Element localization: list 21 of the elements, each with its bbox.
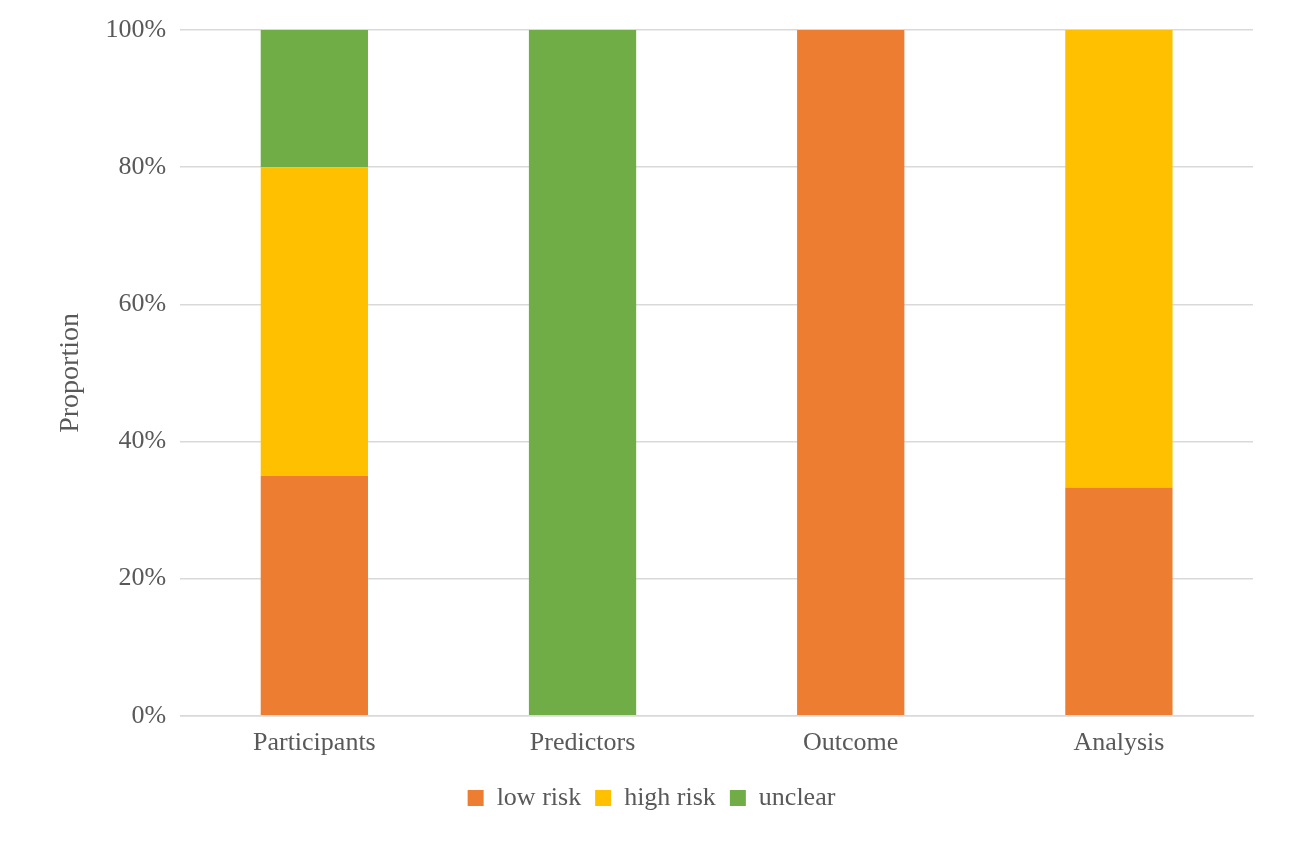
legend-label: low risk bbox=[496, 781, 582, 811]
y-tick-label: 60% bbox=[118, 288, 167, 318]
legend-label: high risk bbox=[624, 781, 716, 811]
legend-label: unclear bbox=[758, 781, 836, 811]
bar bbox=[260, 167, 368, 476]
x-tick-label: Analysis bbox=[1073, 727, 1165, 757]
bar bbox=[1065, 487, 1173, 716]
x-tick-label: Participants bbox=[252, 727, 376, 757]
y-tick-label: 80% bbox=[118, 150, 167, 180]
y-tick-label: 40% bbox=[118, 425, 167, 455]
y-tick-label: 0% bbox=[131, 699, 167, 729]
y-axis-title: Proportion bbox=[53, 313, 85, 433]
x-tick-label: Outcome bbox=[803, 727, 899, 757]
bar bbox=[260, 475, 368, 716]
bar bbox=[260, 30, 368, 168]
bar bbox=[797, 30, 905, 716]
x-tick-label: Predictors bbox=[529, 727, 636, 757]
y-tick-label: 100% bbox=[105, 13, 167, 43]
y-tick-label: 20% bbox=[118, 562, 167, 592]
bar bbox=[1065, 30, 1173, 488]
bar bbox=[528, 30, 637, 716]
